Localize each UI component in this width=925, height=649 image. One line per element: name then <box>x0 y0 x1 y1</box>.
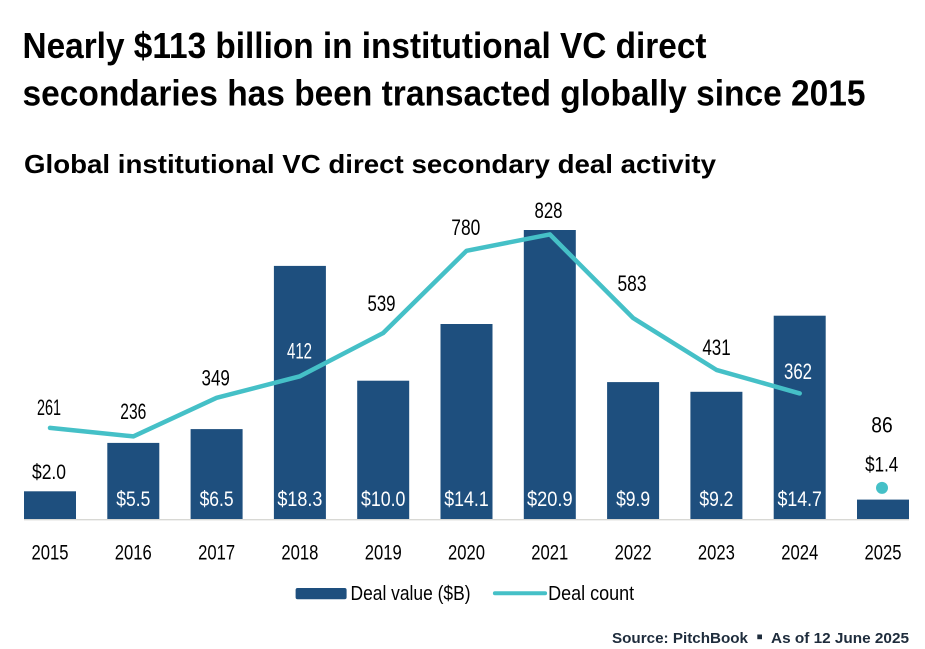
svg-text:$10.0: $10.0 <box>361 488 406 512</box>
svg-text:$6.5: $6.5 <box>200 489 234 512</box>
svg-text:$14.1: $14.1 <box>444 488 488 512</box>
svg-text:86: 86 <box>871 413 892 438</box>
svg-text:2019: 2019 <box>365 542 402 565</box>
svg-text:2020: 2020 <box>448 542 485 565</box>
svg-text:583: 583 <box>617 272 646 297</box>
svg-text:$5.5: $5.5 <box>116 489 150 512</box>
svg-text:2015: 2015 <box>31 542 68 565</box>
svg-text:362: 362 <box>784 360 812 385</box>
svg-text:261: 261 <box>37 396 61 421</box>
svg-text:As of 12 June 2025: As of 12 June 2025 <box>771 630 909 647</box>
svg-text:Global institutional VC direct: Global institutional VC direct secondary… <box>24 149 717 179</box>
svg-text:Nearly $113 billion in institu: Nearly $113 billion in institutional VC … <box>23 25 707 66</box>
svg-text:780: 780 <box>451 216 480 241</box>
svg-text:2016: 2016 <box>115 542 152 565</box>
svg-text:Deal count: Deal count <box>548 583 634 605</box>
svg-text:2022: 2022 <box>615 542 652 565</box>
svg-text:$9.9: $9.9 <box>616 489 650 512</box>
svg-text:$20.9: $20.9 <box>527 488 573 512</box>
svg-text:$9.2: $9.2 <box>699 489 733 512</box>
svg-text:539: 539 <box>367 292 395 317</box>
svg-text:431: 431 <box>702 336 730 361</box>
svg-text:2025: 2025 <box>864 542 901 565</box>
svg-text:Deal value ($B): Deal value ($B) <box>351 583 471 605</box>
svg-text:236: 236 <box>120 399 146 425</box>
svg-text:2017: 2017 <box>198 542 235 565</box>
svg-text:$2.0: $2.0 <box>32 461 66 484</box>
svg-text:412: 412 <box>287 340 312 365</box>
svg-text:2018: 2018 <box>281 542 318 565</box>
svg-text:828: 828 <box>534 199 562 224</box>
svg-text:$18.3: $18.3 <box>277 488 322 512</box>
svg-text:$14.7: $14.7 <box>777 488 821 512</box>
svg-text:secondaries has been transacte: secondaries has been transacted globally… <box>23 73 866 114</box>
svg-text:349: 349 <box>202 366 230 391</box>
svg-text:2023: 2023 <box>698 542 735 565</box>
svg-text:Source: PitchBook: Source: PitchBook <box>612 630 749 647</box>
svg-text:2024: 2024 <box>781 542 818 565</box>
svg-text:2021: 2021 <box>531 542 568 565</box>
svg-text:$1.4: $1.4 <box>865 454 898 477</box>
